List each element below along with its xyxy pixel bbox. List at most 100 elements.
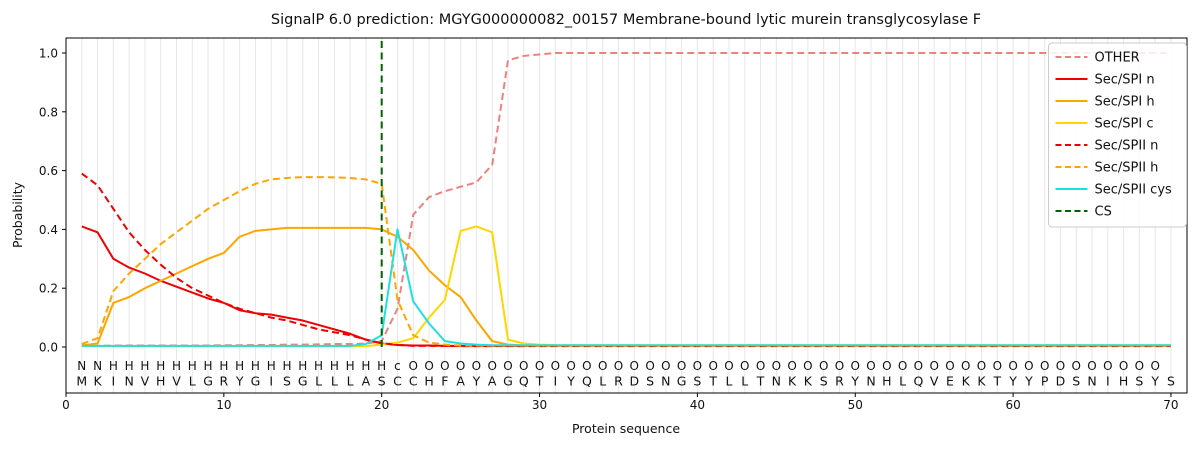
residue-letter: Y [566, 374, 575, 389]
residue-letter: Y [1008, 374, 1017, 389]
residue-letter: N [124, 374, 133, 389]
annotation-letter: O [929, 359, 938, 373]
annotation-letter: O [993, 359, 1002, 373]
plot-border [65, 37, 1188, 394]
annotation-letter: O [677, 359, 686, 373]
series-sec-spi-c [81, 225, 1171, 348]
y-tick-label: 1.0 [39, 47, 58, 61]
legend-label: Sec/SPI h [1095, 95, 1155, 110]
residue-letter: A [488, 374, 497, 389]
residue-letter: Q [582, 374, 592, 389]
residue-letter: I [1106, 374, 1110, 389]
y-tick-label: 0.6 [39, 164, 58, 178]
residue-letter: G [203, 374, 213, 389]
residue-letter: I [553, 374, 557, 389]
series-sec-spii-n [81, 172, 1171, 348]
residue-letter: D [1056, 374, 1066, 389]
annotation-letter: O [740, 359, 749, 373]
sequence-row: NMNKHIHNHVHHHVHLHGHRHYHGHIHSHGHLHLHLHAHS… [76, 359, 1175, 389]
annotation-letter: O [503, 359, 512, 373]
annotation-letter: H [219, 359, 228, 373]
gridlines [81, 38, 1172, 393]
annotation-letter: H [377, 359, 386, 373]
residue-letter: D [629, 374, 639, 389]
annotation-letter: O [440, 359, 449, 373]
annotation-letter: N [77, 359, 86, 373]
residue-letter: T [708, 374, 717, 389]
residue-letter: N [772, 374, 781, 389]
legend-label: Sec/SPI n [1095, 73, 1155, 88]
residue-letter: H [156, 374, 165, 389]
annotation-letter: O [1008, 359, 1017, 373]
legend-label: OTHER [1095, 51, 1140, 66]
residue-letter: N [1087, 374, 1096, 389]
residue-letter: E [946, 374, 954, 389]
annotation-letter: H [109, 359, 118, 373]
residue-letter: Y [235, 374, 244, 389]
annotation-letter: O [756, 359, 765, 373]
axis-ticks: 0 10 20 30 40 50 60 70 0.0 0.2 0.4 0.6 0.8 1.0 [39, 47, 1179, 413]
residue-letter: L [599, 374, 606, 389]
residue-letter: S [1135, 374, 1143, 389]
x-tick-label: 10 [216, 398, 231, 412]
series-lines [81, 52, 1171, 348]
residue-letter: Y [850, 374, 859, 389]
residue-letter: I [269, 374, 273, 389]
y-tick-label: 0.8 [39, 105, 58, 119]
legend-frame [1048, 42, 1187, 228]
annotation-letter: H [346, 359, 355, 373]
residue-letter: G [677, 374, 687, 389]
y-tick-label: 0.4 [39, 223, 58, 237]
series-sec-spi-h [81, 226, 1171, 347]
residue-letter: K [977, 374, 986, 389]
annotation-letter: c [394, 359, 401, 373]
annotation-letter: O [630, 359, 639, 373]
annotation-letter: O [851, 359, 860, 373]
annotation-letter: O [614, 359, 623, 373]
residue-letter: S [693, 374, 701, 389]
legend-label: Sec/SPII n [1095, 139, 1159, 154]
residue-letter: G [503, 374, 513, 389]
residue-letter: P [1041, 374, 1049, 389]
x-tick-label: 20 [374, 398, 389, 412]
legend-label: Sec/SPII cys [1095, 183, 1173, 198]
annotation-letter: H [314, 359, 323, 373]
residue-letter: G [251, 374, 261, 389]
residue-letter: V [930, 374, 939, 389]
y-tick-label: 0.0 [39, 341, 58, 355]
annotation-letter: O [519, 359, 528, 373]
annotation-letter: H [330, 359, 339, 373]
x-axis-label: Protein sequence [572, 421, 680, 436]
residue-letter: S [1167, 374, 1175, 389]
residue-letter: V [172, 374, 181, 389]
residue-letter: V [141, 374, 150, 389]
annotation-letter: H [235, 359, 244, 373]
annotation-letter: O [787, 359, 796, 373]
annotation-letter: O [945, 359, 954, 373]
annotation-letter: H [188, 359, 197, 373]
series-other [81, 52, 1171, 347]
chart-title: SignalP 6.0 prediction: MGYG000000082_00… [271, 12, 981, 28]
residue-letter: H [882, 374, 891, 389]
residue-letter: I [112, 374, 116, 389]
annotation-letter: O [1056, 359, 1065, 373]
residue-letter: G [298, 374, 308, 389]
annotation-letter: H [172, 359, 181, 373]
residue-letter: S [283, 374, 291, 389]
annotation-letter: O [1103, 359, 1112, 373]
residue-letter: S [1072, 374, 1080, 389]
annotation-letter: O [551, 359, 560, 373]
residue-letter: K [93, 374, 102, 389]
residue-letter: Y [1150, 374, 1159, 389]
series-sec-spi-n [81, 225, 1171, 347]
annotation-letter: H [361, 359, 370, 373]
annotation-letter: O [803, 359, 812, 373]
residue-letter: S [820, 374, 828, 389]
x-tick-label: 50 [848, 398, 863, 412]
residue-letter: H [1119, 374, 1128, 389]
series-sec-spii-cys [81, 228, 1171, 347]
annotation-letter: O [1087, 359, 1096, 373]
annotation-letter: O [1024, 359, 1033, 373]
annotation-letter: O [1040, 359, 1049, 373]
